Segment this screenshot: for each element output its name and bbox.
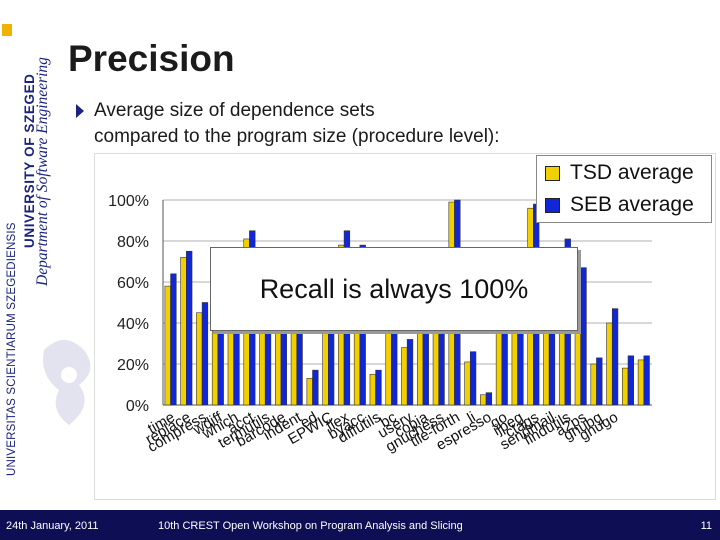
university-sidebar: UNIVERSITAS SCIENTIARUM SZEGEDIENSIS UNI… [0,0,91,510]
bar-seb [580,267,587,406]
bar-tsd [590,363,597,406]
bar-seb [186,250,193,406]
bar-tsd [637,359,645,406]
bar-seb [201,302,209,406]
bar-seb [611,308,619,406]
bar-seb [485,392,493,406]
bar-seb [406,339,414,406]
legend-item-seb: SEB average [545,190,694,220]
bar-seb [469,351,477,406]
legend-item-tsd: TSD average [545,158,694,188]
page-number: 11 [700,520,712,532]
legend-swatch-seb [545,197,560,213]
recall-callout: Recall is always 100% [210,247,578,331]
chart-legend: TSD average SEB average [536,155,712,223]
footer-date: 24th January, 2011 [6,520,99,532]
bar-tsd [606,322,613,406]
bar-tsd [401,347,408,406]
x-axis-labels: timereplacecompresswdiffwhichaccttermuti… [143,408,621,456]
footer-bar: 24th January, 2011 10th CREST Open Works… [0,510,720,540]
legend-swatch-tsd [545,165,560,181]
legend-label-tsd: TSD average [570,161,694,184]
bar-seb [375,369,382,406]
bullet-line-1: Average size of dependence sets [94,100,375,121]
bar-seb [643,355,650,406]
y-tick-label: 100% [108,193,149,210]
bullet-arrow-icon [76,104,84,118]
bar-tsd [180,257,187,406]
bar-tsd [369,373,376,406]
bar-tsd [622,367,629,406]
bar-tsd [164,285,171,406]
bar-seb [627,355,635,406]
y-tick-label: 80% [117,234,149,251]
y-tick-label: 60% [117,275,149,292]
bar-tsd [480,394,487,406]
slide-title: Precision [68,38,235,79]
y-tick-label: 20% [117,357,149,374]
bar-tsd [306,378,313,406]
bullet-point: Average size of dependence sets compared… [76,98,500,150]
university-seal-watermark [43,340,91,425]
legend-label-seb: SEB average [570,193,694,216]
y-tick-label: 40% [117,316,149,333]
bar-tsd [464,361,471,406]
y-tick-label: 0% [126,398,149,415]
bar-seb [312,369,319,406]
chart-frame [94,153,716,500]
bullet-line-2: compared to the program size (procedure … [94,126,500,147]
x-tick-label: go [487,409,510,432]
x-tick-label: ed [297,409,320,432]
footer-event: 10th CREST Open Workshop on Program Anal… [158,520,463,532]
bar-tsd [196,312,203,406]
bar-seb [170,273,177,406]
y-axis-ticks: 0% 20% 40% 60% 80% 100% [108,193,149,415]
logo-square [2,24,12,36]
bar-seb [596,357,603,406]
